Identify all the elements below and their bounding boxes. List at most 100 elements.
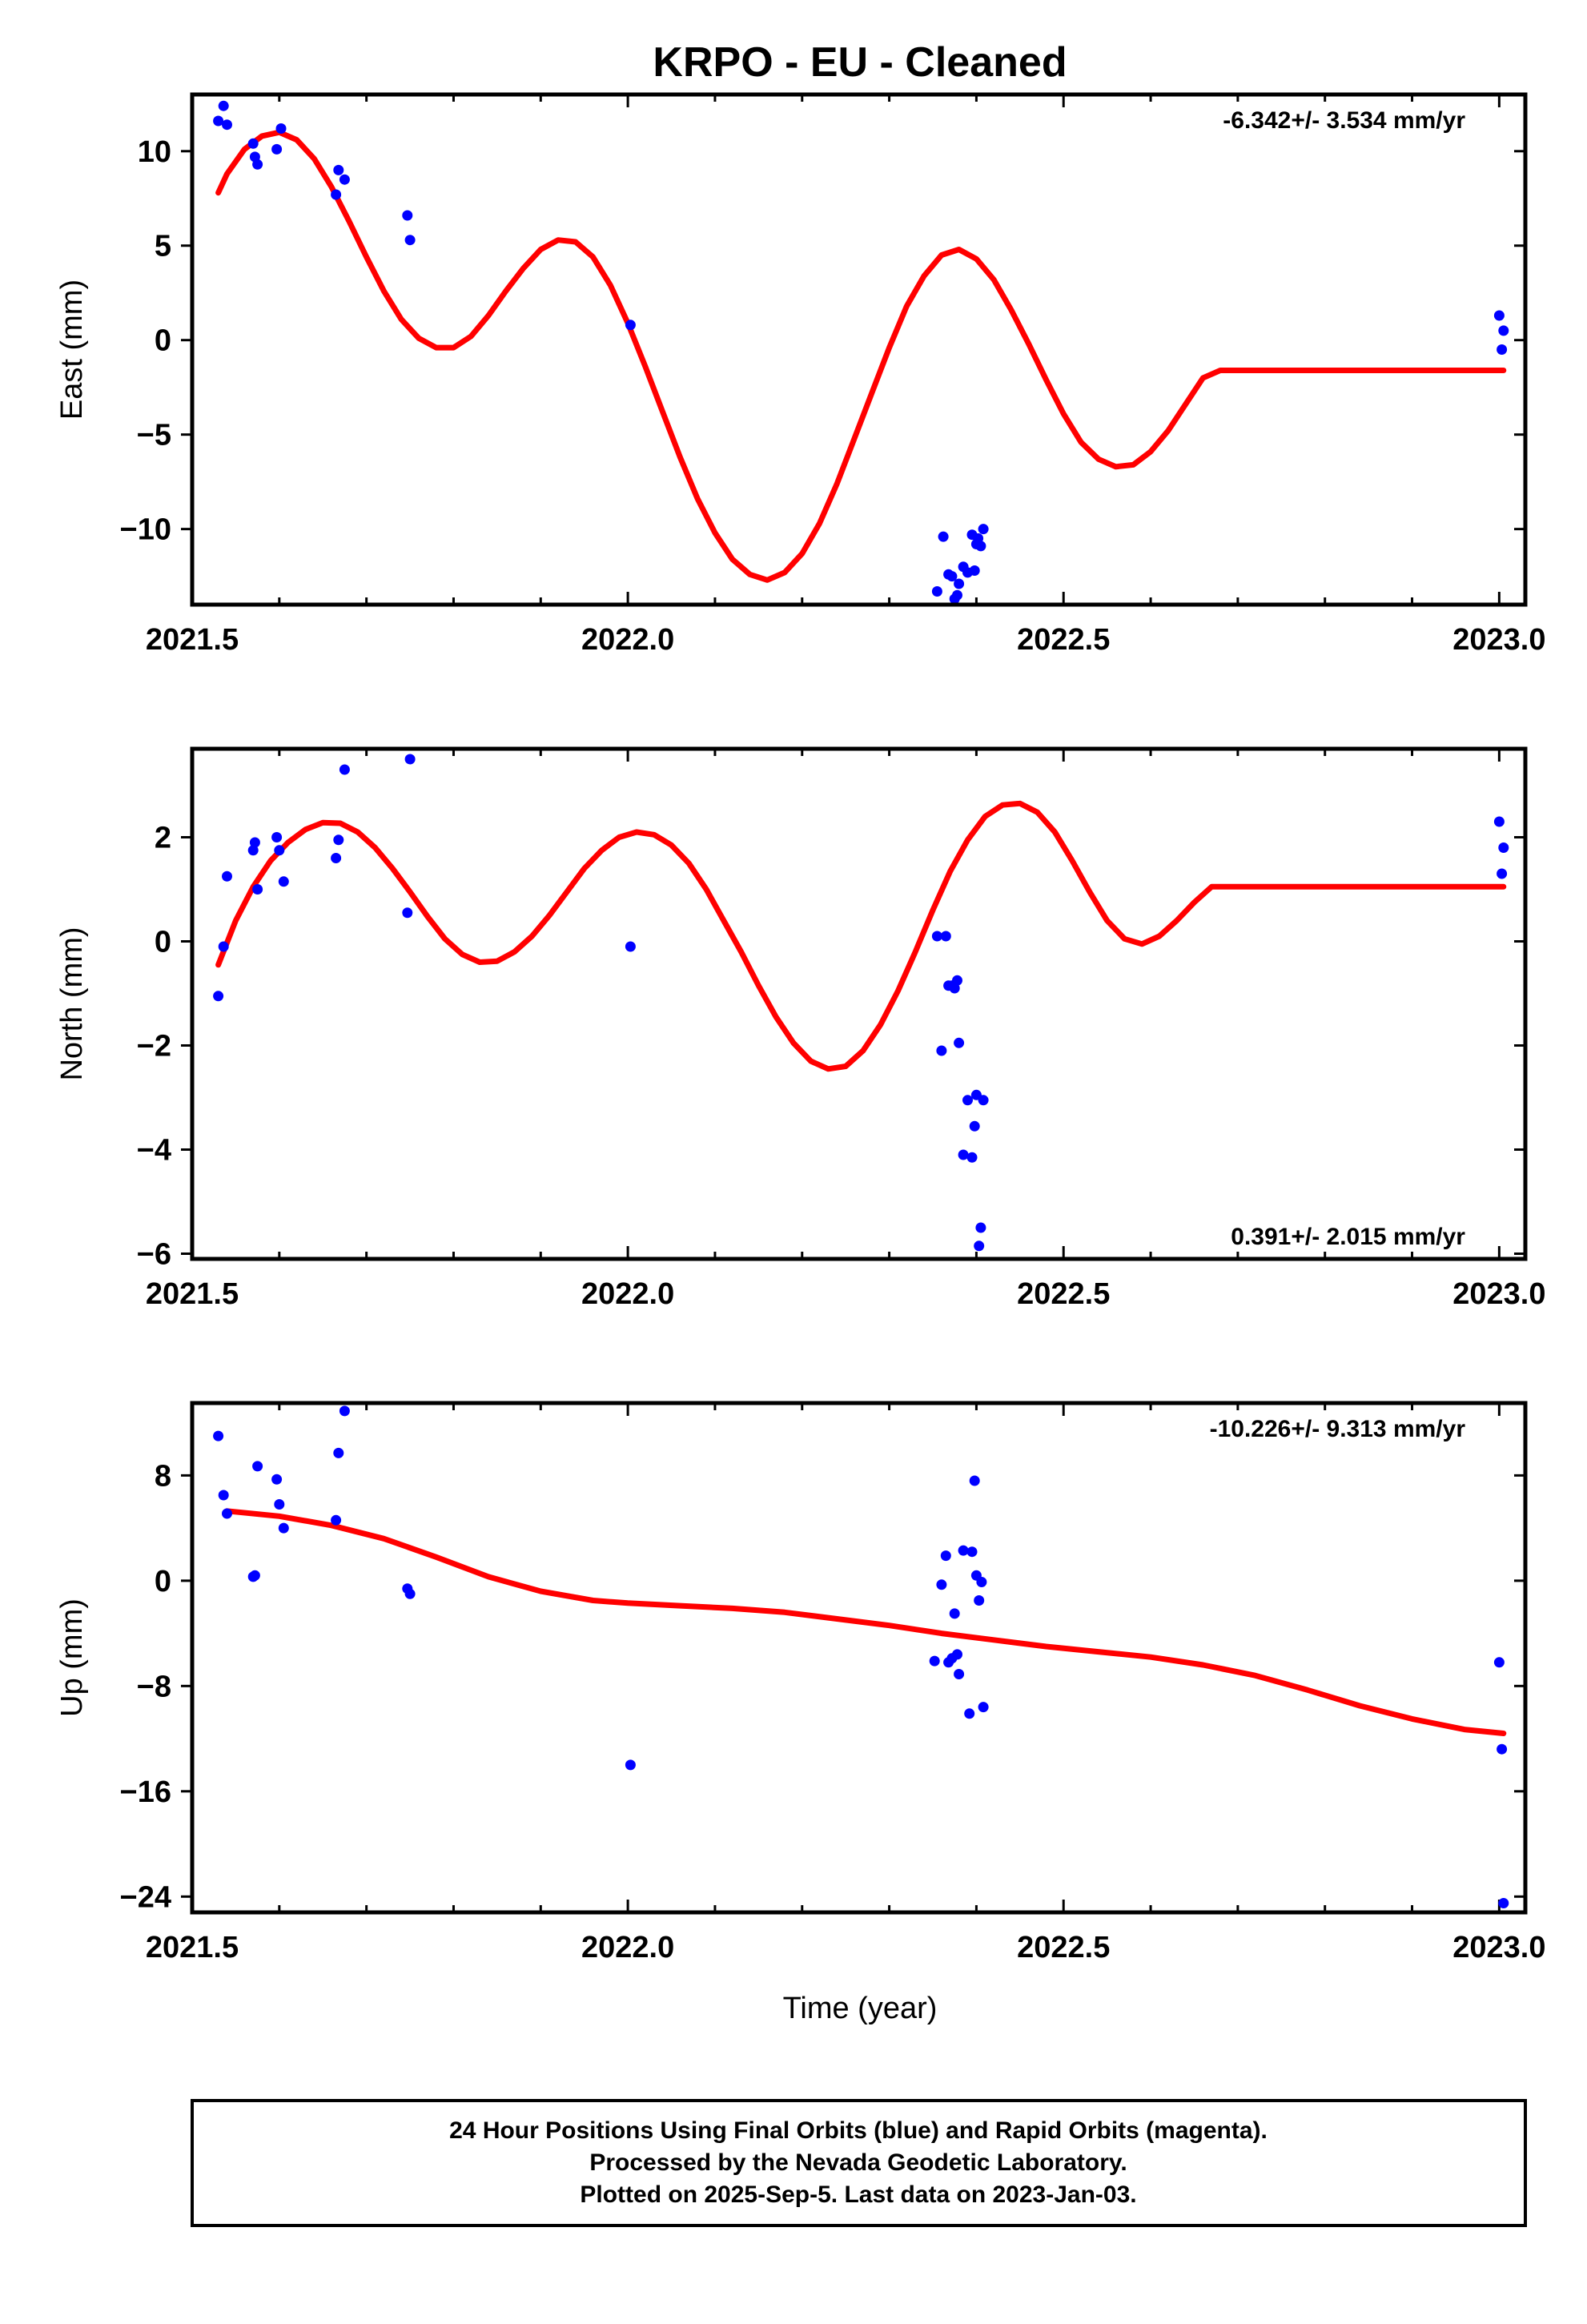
east-data-point xyxy=(978,524,989,535)
up-data-point xyxy=(949,1608,960,1619)
east-y-tick-label: 10 xyxy=(138,135,171,169)
footer-frame xyxy=(191,2099,1527,2227)
up-data-point xyxy=(966,1546,978,1558)
north-data-point xyxy=(274,845,285,856)
north-panel: 2021.5 2022.0 2022.5 2023.0 2 0 −2 −4 −6 North (m… xyxy=(55,746,1545,1311)
east-y-tick-label: 5 xyxy=(155,230,171,263)
north-x-tick-label: 2022.0 xyxy=(581,1277,674,1311)
east-x-tick-label: 2022.5 xyxy=(1017,623,1110,657)
east-data-point xyxy=(1498,325,1509,336)
up-data-point xyxy=(976,1577,987,1587)
north-data-point xyxy=(1493,816,1505,827)
north-x-tick-label: 2023.0 xyxy=(1452,1277,1545,1311)
east-data-point xyxy=(252,159,263,170)
north-data-point xyxy=(954,1037,965,1048)
north-data-point xyxy=(402,907,413,919)
north-y-tick-label: 2 xyxy=(155,822,171,855)
up-x-tick-label: 2023.0 xyxy=(1452,1931,1545,1964)
footer-line-1: 24 Hour Positions Using Final Orbits (bl… xyxy=(449,2117,1268,2144)
north-data-point xyxy=(218,941,229,952)
up-data-point xyxy=(222,1508,232,1519)
east-data-point xyxy=(222,119,232,131)
footer-line-3: Plotted on 2025-Sep-5. Last data on 2023… xyxy=(580,2181,1136,2208)
east-x-tick-label: 2021.5 xyxy=(146,623,239,657)
north-y-tick-label: 0 xyxy=(155,926,171,959)
north-data-point xyxy=(940,931,951,942)
north-data-point xyxy=(974,1240,985,1252)
up-panel: 2021.5 2022.0 2022.5 2023.0 8 0 −8 −16 −24 Up (mm… xyxy=(55,1401,1545,1964)
up-x-tick-label: 2022.5 xyxy=(1017,1931,1110,1964)
figure-title: KRPO - EU - Cleaned xyxy=(653,39,1067,86)
up-data-point xyxy=(1497,1743,1508,1755)
east-data-point xyxy=(946,571,958,582)
up-data-point xyxy=(1493,1657,1505,1668)
up-data-point xyxy=(271,1474,283,1485)
up-y-tick-label: 8 xyxy=(155,1459,171,1493)
up-data-point xyxy=(954,1669,965,1679)
up-data-point xyxy=(274,1499,285,1510)
up-x-tick-label: 2021.5 xyxy=(146,1931,239,1964)
east-data-point xyxy=(339,174,350,185)
north-x-tick-label: 2021.5 xyxy=(146,1277,239,1311)
north-model-curve xyxy=(215,800,1507,1072)
up-frame xyxy=(190,1401,1528,1915)
east-x-tick-label: 2022.0 xyxy=(581,623,674,657)
north-data-point xyxy=(1498,842,1509,853)
up-data-point xyxy=(252,1461,263,1472)
north-y-tick-label: −2 xyxy=(137,1030,171,1063)
north-data-point xyxy=(966,1152,978,1163)
x-axis-label: Time (year) xyxy=(783,1992,938,2025)
east-y-tick-label: −5 xyxy=(137,419,171,452)
north-data-point xyxy=(333,834,344,846)
north-data-point xyxy=(404,754,416,765)
up-data-point xyxy=(339,1405,350,1417)
north-data-point xyxy=(952,975,962,986)
east-y-tick-label: 0 xyxy=(155,324,171,358)
north-data-point xyxy=(969,1120,980,1132)
up-y-tick-label: 0 xyxy=(155,1565,171,1598)
north-data-point xyxy=(958,1149,969,1160)
east-data-point xyxy=(271,143,283,155)
north-data-point xyxy=(247,845,259,856)
up-data-point xyxy=(964,1708,975,1719)
north-data-point xyxy=(249,837,260,848)
east-data-point xyxy=(404,235,416,246)
east-data-point xyxy=(402,210,413,221)
up-y-tick-label: −8 xyxy=(137,1670,171,1703)
up-data-point xyxy=(936,1579,947,1590)
east-data-point xyxy=(275,123,287,134)
north-y-tick-label: −6 xyxy=(137,1238,171,1272)
east-data-point xyxy=(333,164,344,175)
east-data-point xyxy=(931,586,942,597)
up-y-tick-label: −16 xyxy=(120,1775,171,1809)
north-data-point xyxy=(625,941,636,952)
up-data-point xyxy=(278,1522,289,1534)
east-frame xyxy=(190,92,1528,607)
north-data-point xyxy=(931,931,942,942)
north-data-point xyxy=(1497,868,1508,879)
east-y-tick-label: −10 xyxy=(120,513,171,547)
up-model-curve xyxy=(224,1508,1507,1736)
north-data-point xyxy=(962,1095,973,1106)
up-data-point xyxy=(978,1702,989,1713)
north-data-point xyxy=(331,853,342,863)
up-y-axis-label: Up (mm) xyxy=(55,1598,89,1717)
up-data-point xyxy=(249,1570,260,1581)
east-data-point xyxy=(625,320,636,331)
north-data-point xyxy=(975,1222,986,1233)
up-data-point xyxy=(929,1655,940,1667)
north-data-point xyxy=(222,870,232,882)
east-data-point xyxy=(218,100,229,111)
north-x-tick-label: 2022.5 xyxy=(1017,1277,1110,1311)
north-data-point xyxy=(271,832,283,842)
up-data-point xyxy=(958,1545,969,1556)
up-data-point xyxy=(940,1550,951,1562)
east-data-point xyxy=(1497,344,1508,355)
up-data-point xyxy=(1498,1898,1509,1908)
up-data-point xyxy=(952,1649,962,1660)
east-data-point xyxy=(952,589,962,601)
east-data-point xyxy=(1493,310,1505,321)
east-data-point xyxy=(938,531,949,542)
